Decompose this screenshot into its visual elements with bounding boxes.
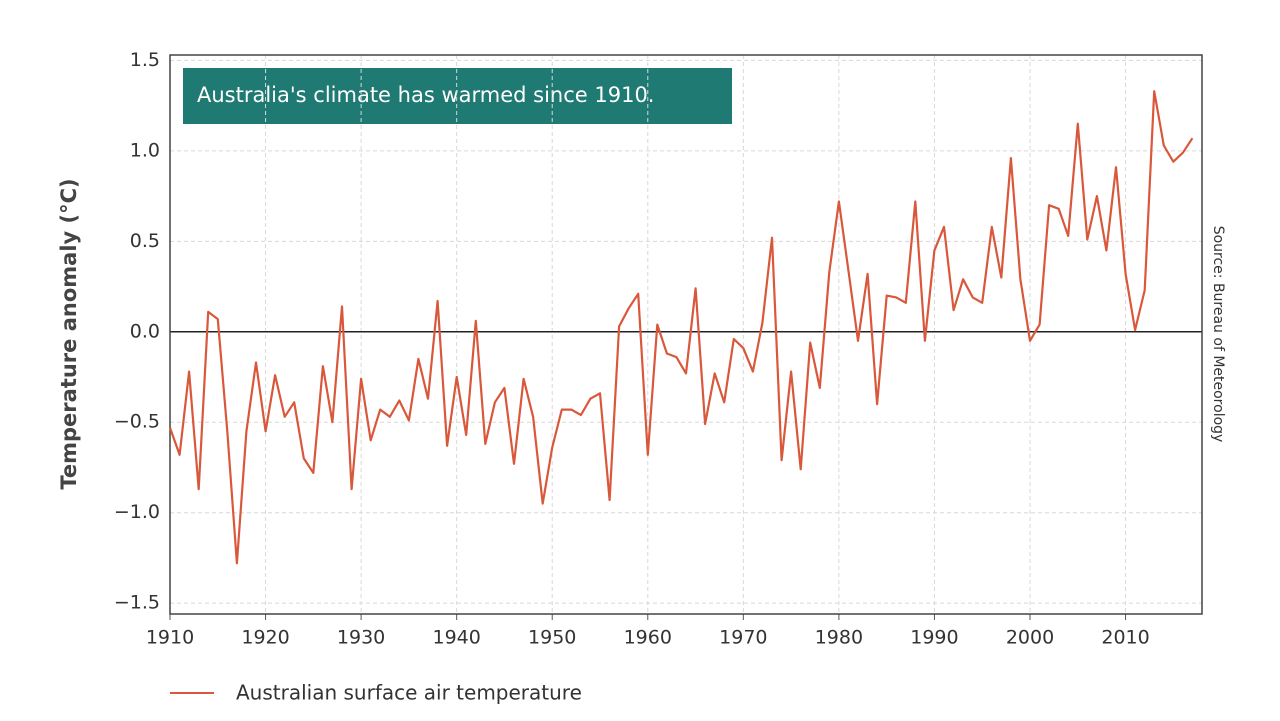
y-tick-label: 0.0: [130, 320, 160, 342]
annotation: Australia's climate has warmed since 191…: [197, 83, 654, 107]
x-tick-label: 1910: [146, 627, 194, 649]
line: [168, 90, 1194, 565]
x-tick-label: 2000: [1006, 627, 1054, 649]
legend-label: Australian surface air temperature: [236, 681, 582, 705]
x-tick-label: 1980: [815, 627, 863, 649]
x-tick-label: 1970: [719, 627, 767, 649]
y-tick-label: −1.0: [114, 501, 160, 523]
x-tick-label: 1960: [624, 627, 672, 649]
x-tick-label: 1990: [910, 627, 958, 649]
annotation-box: [183, 68, 732, 124]
y-tick-label: 1.0: [130, 139, 160, 161]
x-tick-label: 1930: [337, 627, 385, 649]
source: Source: Bureau of Meteorology: [1210, 226, 1226, 443]
y-axis-label: Temperature anomaly (°C): [57, 178, 81, 489]
x-tick-label: 1940: [432, 627, 480, 649]
plot-frame: [169, 54, 1203, 615]
x-tick-label: 2010: [1101, 627, 1149, 649]
y-tick-label: −0.5: [114, 411, 160, 433]
y-tick-label: 1.5: [130, 49, 160, 71]
y-tick-label: 0.5: [130, 230, 160, 252]
x-tick-label: 1920: [241, 627, 289, 649]
y-tick-label: −1.5: [114, 592, 160, 614]
x-tick-label: 1950: [528, 627, 576, 649]
